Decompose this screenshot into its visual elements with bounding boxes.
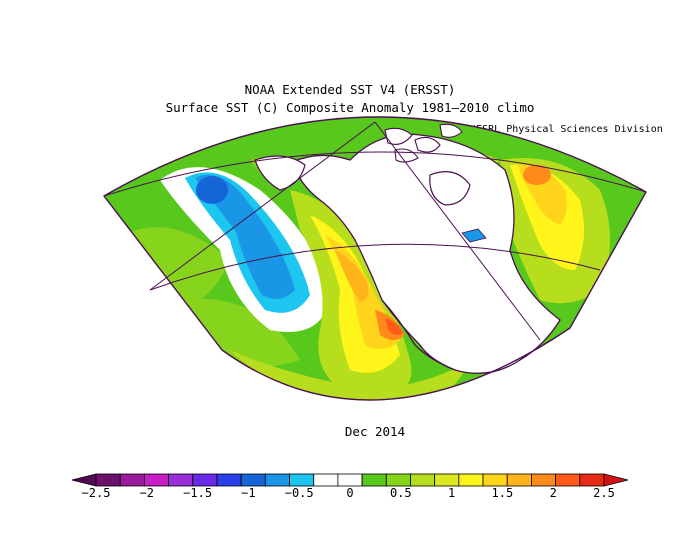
anomaly-patch [510, 164, 584, 270]
map-subtitle: Surface SST (C) Composite Anomaly 1981–2… [165, 100, 535, 115]
colorbar [71, 473, 629, 487]
colorbar-swatch [385, 473, 411, 487]
graticule [103, 121, 647, 341]
map-frame [102, 116, 647, 401]
map-title: NOAA Extended SST V4 (ERSST) [244, 82, 456, 97]
colorbar-swatch [434, 473, 460, 487]
colorbar-swatch [240, 473, 266, 487]
colorbar-under-arrow [71, 473, 97, 487]
colorbar-swatch [361, 473, 387, 487]
colorbar-swatch [482, 473, 508, 487]
colorbar-swatch [313, 473, 339, 487]
colorbar-swatch [192, 473, 218, 487]
mexico-coast [381, 299, 456, 371]
colorbar-swatch [579, 473, 605, 487]
credit-text: NOAA/ESRL Physical Sciences Division [446, 124, 663, 135]
anomaly-patch [523, 165, 551, 185]
colorbar-tick-label: −0.5 [284, 486, 314, 500]
colorbar-swatch [168, 473, 194, 487]
colorbar-tick-label: 1 [447, 486, 456, 500]
colorbar-swatch [531, 473, 557, 487]
colorbar-swatch [506, 473, 532, 487]
colorbar-swatch [410, 473, 436, 487]
hudson-bay-outline [429, 171, 471, 206]
colorbar-tick-label: −1.5 [183, 486, 213, 500]
colorbar-over-arrow [603, 473, 629, 487]
colorbar-tick-label: 2 [549, 486, 557, 500]
colorbar-tick-label: 1.5 [491, 486, 514, 500]
colorbar-swatch [95, 473, 121, 487]
anomaly-patch [335, 250, 369, 302]
colorbar-tick-label: −2.5 [81, 486, 111, 500]
colorbar-swatch [119, 473, 145, 487]
colorbar-swatch [216, 473, 242, 487]
period-label: Dec 2014 [344, 424, 406, 439]
anomaly-patch [196, 176, 228, 204]
colorbar-swatch [458, 473, 484, 487]
colorbar-swatch [289, 473, 315, 487]
anomaly-patch [195, 174, 295, 299]
colorbar-tick-label: 0.5 [389, 486, 412, 500]
great-lakes [461, 228, 487, 243]
colorbar-tick-label: −2 [139, 486, 155, 500]
colorbar-swatch [143, 473, 169, 487]
colorbar-tick-label: 2.5 [593, 486, 615, 500]
colorbar-tick-label: −1 [241, 486, 256, 500]
anomaly-patch [385, 318, 403, 335]
colorbar-swatch [264, 473, 290, 487]
colorbar-swatch [337, 473, 363, 487]
colorbar-swatch [555, 473, 581, 487]
colorbar-tick-label: 0 [346, 486, 354, 500]
